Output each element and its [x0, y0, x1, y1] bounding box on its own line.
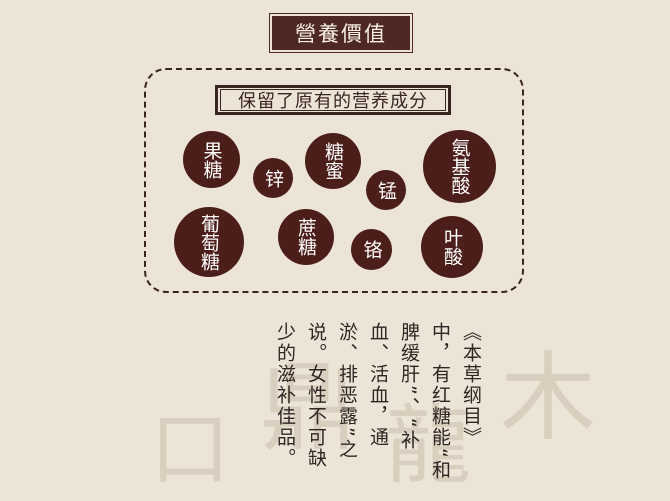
subtitle: 保留了原有的营养成分 [220, 89, 446, 112]
nutrient-amino-acid: 氨基酸 [423, 130, 496, 203]
nutrient-molasses: 糖蜜 [305, 133, 361, 189]
nutrient-glucose: 葡萄糖 [174, 207, 244, 277]
nutrient-fructose: 果糖 [183, 131, 240, 188]
seal-watermark-2: 口 [150, 403, 230, 496]
nutrient-sucrose: 蔗糖 [278, 209, 334, 265]
seal-watermark-1: 木 [500, 342, 596, 454]
subtitle-box: 保留了原有的营养成分 [215, 85, 451, 115]
page-title: 營養價值 [269, 13, 413, 53]
nutrient-zinc: 锌 [253, 158, 293, 198]
nutrient-chromium: 铬 [351, 229, 392, 270]
nutrients-frame [144, 68, 524, 293]
nutrient-manganese: 锰 [366, 170, 406, 210]
poem-text: 《本草纲目》中，有红糖能“和脾缓肝”、“补血、活血，通淤、排恶露”之说。女性不可… [274, 322, 482, 481]
nutrient-folic-acid: 叶酸 [421, 216, 483, 278]
